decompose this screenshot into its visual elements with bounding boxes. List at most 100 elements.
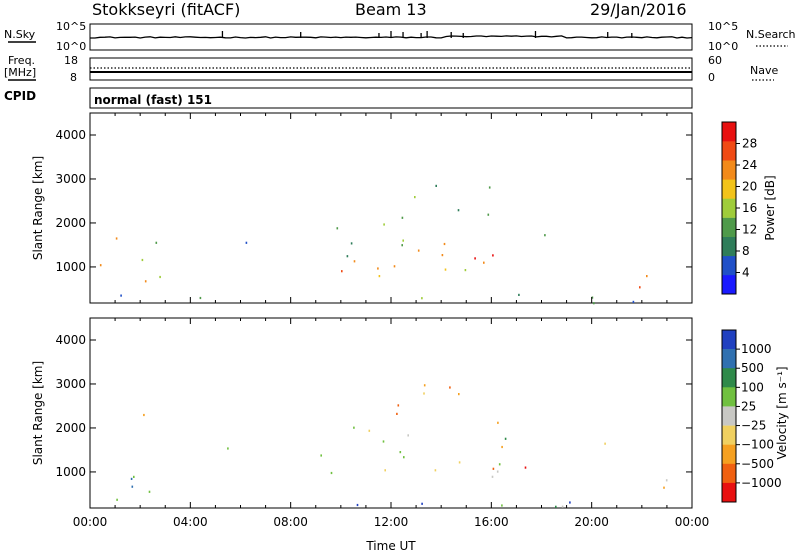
colorbar-block bbox=[722, 463, 736, 484]
echo-cell bbox=[474, 257, 476, 260]
colorbar-tick-label: −100 bbox=[741, 438, 774, 452]
echo-cell bbox=[384, 469, 386, 472]
echo-cell bbox=[350, 242, 353, 245]
power-colorbar: 4 8 12 16 20 24 28 Power [dB] bbox=[721, 121, 777, 295]
colorbar-block bbox=[722, 255, 736, 276]
y-tick-label: 2000 bbox=[55, 421, 86, 435]
echo-cell bbox=[501, 504, 503, 507]
colorbar-block bbox=[722, 444, 736, 465]
y-tick-label: 2000 bbox=[55, 216, 86, 230]
echo-cell bbox=[368, 429, 371, 432]
echo-cell bbox=[593, 302, 595, 305]
echo-cell bbox=[639, 286, 641, 289]
echo-cell bbox=[144, 280, 147, 283]
colorbar-block bbox=[722, 141, 736, 161]
echo-cell bbox=[401, 216, 404, 219]
colorbar-tick-label: −1000 bbox=[741, 476, 782, 490]
echo-cell bbox=[378, 275, 381, 278]
x-tick-label: 20:00 bbox=[574, 515, 609, 529]
echo-cell bbox=[423, 384, 426, 387]
echo-cell bbox=[488, 186, 491, 189]
echo-cell bbox=[544, 234, 546, 237]
y-tick-label: 1000 bbox=[55, 260, 86, 274]
y-tick-label: 3000 bbox=[55, 172, 86, 186]
echo-cell bbox=[501, 445, 503, 449]
colorbar-tick-label: 8 bbox=[742, 244, 750, 258]
colorbar-block bbox=[722, 122, 736, 142]
echo-cell bbox=[435, 184, 437, 187]
echo-cell bbox=[397, 404, 400, 407]
echo-cell bbox=[330, 471, 333, 475]
colorbar-block bbox=[722, 236, 736, 257]
echo-cell bbox=[377, 267, 379, 270]
echo-cell bbox=[346, 255, 349, 258]
colorbar-tick-label: 4 bbox=[742, 266, 750, 280]
echo-cell bbox=[441, 254, 444, 257]
colorbar-block bbox=[722, 179, 736, 199]
echo-cell bbox=[487, 213, 490, 216]
colorbar-block bbox=[722, 274, 736, 295]
power-colorbar-label: Power [dB] bbox=[763, 175, 777, 240]
echo-cell bbox=[498, 463, 501, 466]
nsearch-label: N.Search bbox=[746, 28, 796, 41]
velocity-ylabel: Slant Range [km] bbox=[31, 361, 45, 465]
echo-cell bbox=[464, 269, 467, 272]
echo-cell bbox=[492, 467, 495, 470]
freq-tick-bottom: 8 bbox=[70, 71, 77, 84]
colorbar-tick-label: 1000 bbox=[741, 342, 772, 356]
nave-tick-bottom: 0 bbox=[708, 71, 715, 84]
freq-label: Freq. bbox=[8, 54, 35, 67]
echo-cell bbox=[458, 393, 460, 396]
colorbar-block bbox=[722, 198, 736, 218]
echo-cell bbox=[504, 437, 507, 440]
echo-cell bbox=[115, 237, 118, 240]
echo-cell bbox=[591, 296, 594, 299]
colorbar-block bbox=[722, 330, 736, 350]
echo-cell bbox=[407, 434, 409, 437]
echo-cell bbox=[336, 227, 339, 230]
x-tick-label: 04:00 bbox=[173, 515, 208, 529]
echo-cell bbox=[141, 258, 144, 262]
echo-cell bbox=[423, 392, 425, 395]
colorbar-tick-label: 12 bbox=[742, 223, 757, 237]
echo-cell bbox=[443, 242, 446, 246]
velocity-colorbar: 1000 500 100 25 −25 −100 −500 −1000 Velocity [m… bbox=[721, 329, 789, 503]
echo-cell bbox=[396, 412, 398, 415]
colorbar-tick-label: 28 bbox=[742, 137, 757, 151]
echo-cell bbox=[663, 486, 665, 489]
echo-cell bbox=[403, 456, 405, 459]
echo-cell bbox=[120, 294, 122, 297]
colorbar-block bbox=[722, 368, 736, 388]
cpid-panel: CPID normal (fast) 151 bbox=[4, 87, 693, 109]
colorbar-block bbox=[722, 160, 736, 180]
echo-cell bbox=[155, 241, 158, 244]
colorbar-block bbox=[722, 425, 736, 445]
colorbar-frame bbox=[721, 329, 737, 503]
station-title: Stokkseyri (fitACF) bbox=[92, 0, 240, 19]
x-tick-label: 12:00 bbox=[374, 515, 409, 529]
cpid-label: CPID bbox=[4, 89, 36, 103]
echo-cell bbox=[402, 239, 404, 242]
time-axis-label: Time UT bbox=[365, 539, 416, 553]
colorbar-tick-label: −500 bbox=[741, 457, 774, 471]
y-tick-label: 1000 bbox=[55, 465, 86, 479]
colorbar-tick-label: 25 bbox=[741, 399, 756, 413]
echo-cell bbox=[632, 300, 635, 303]
echo-cell bbox=[518, 293, 520, 296]
colorbar-tick-label: −25 bbox=[741, 419, 766, 433]
velocity-panel: 1000 2000 3000 4000 00:00 04:00 08:00 12:00 16:… bbox=[31, 317, 709, 553]
echo-cell bbox=[382, 440, 385, 443]
echo-cell bbox=[320, 454, 322, 457]
echo-cell bbox=[401, 244, 403, 247]
colorbar-tick-label: 20 bbox=[742, 180, 757, 194]
colorbar-block bbox=[722, 349, 736, 369]
colorbar-tick-label: 500 bbox=[741, 361, 764, 375]
echo-cell bbox=[393, 265, 396, 268]
echo-cell bbox=[356, 503, 359, 507]
nsky-label: N.Sky bbox=[4, 28, 36, 41]
echo-cell bbox=[399, 451, 402, 454]
echo-cell bbox=[483, 261, 485, 264]
freq-unit: [MHz] bbox=[4, 66, 36, 79]
echo-cell bbox=[497, 421, 499, 424]
echo-cell bbox=[491, 475, 494, 478]
